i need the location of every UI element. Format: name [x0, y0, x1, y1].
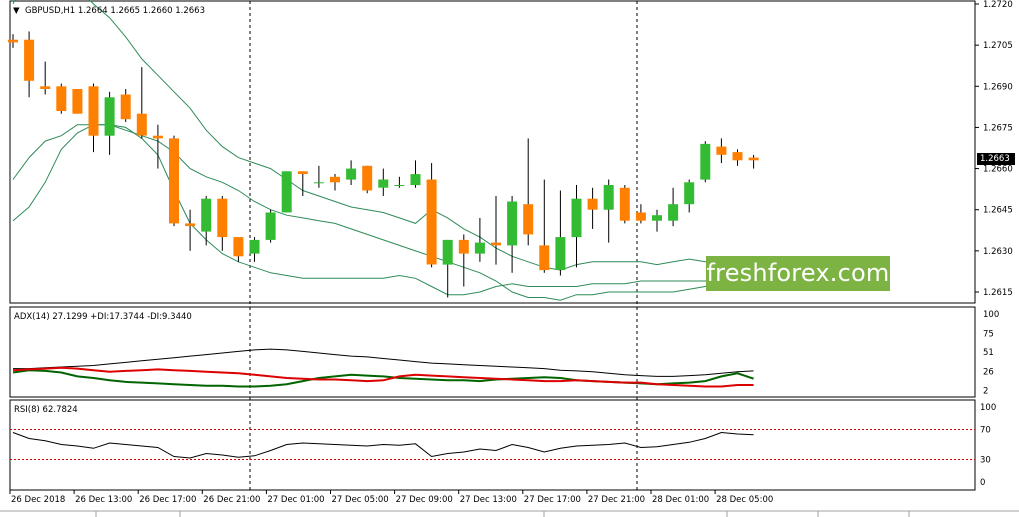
candle-body	[233, 237, 244, 257]
candle-body	[394, 185, 405, 186]
price-axis-label: 1.2705	[983, 41, 1013, 51]
candle-body	[378, 179, 389, 188]
adx-header: ADX(14) 27.1299 +DI:17.3744 -DI:9.3440	[14, 312, 192, 322]
adx-axis-label: 51	[983, 348, 994, 358]
rsi-line	[12, 431, 754, 459]
price-axis-label: 1.2615	[983, 288, 1013, 298]
candle-body	[8, 39, 18, 43]
candle-body	[281, 171, 292, 213]
price-axis-label: 1.2660	[983, 165, 1013, 175]
candle-body	[201, 198, 212, 232]
bb-upper-line	[12, 0, 754, 271]
rsi-axis-label: 70	[980, 426, 991, 436]
time-axis-label: 26 Dec 17:00	[139, 495, 196, 505]
candle-body	[346, 168, 357, 180]
current-price-tag: 1.2663	[977, 153, 1015, 165]
time-axis-label: 27 Dec 01:00	[267, 495, 324, 505]
candle-body	[56, 86, 67, 111]
candle-body	[491, 242, 501, 246]
time-axis-label: 28 Dec 01:00	[652, 495, 709, 505]
candle-body	[635, 212, 646, 221]
candle-body	[297, 171, 308, 174]
candle-body	[700, 143, 711, 180]
candle-body	[169, 138, 179, 224]
candle-body	[152, 135, 163, 139]
time-axis-label: 26 Dec 2018	[11, 495, 65, 505]
time-axis-label: 27 Dec 17:00	[524, 495, 581, 505]
candle-body	[732, 152, 743, 161]
rsi-panel[interactable]	[9, 399, 976, 491]
time-axis-label: 26 Dec 21:00	[203, 495, 260, 505]
candle-body	[40, 86, 51, 89]
watermark-box	[706, 256, 890, 291]
bb-middle-line	[12, 124, 754, 301]
candle-body	[185, 223, 196, 227]
candle-body	[24, 39, 35, 81]
candle-body	[571, 198, 582, 238]
candle-body	[474, 242, 485, 254]
time-axis-label: 27 Dec 13:00	[460, 495, 517, 505]
candle-body	[442, 239, 453, 265]
candle-body	[668, 204, 679, 221]
rsi-header: RSI(8) 62.7824	[14, 405, 78, 415]
rsi-axis-label: 30	[980, 456, 991, 466]
price-axis-label: 1.2690	[983, 82, 1013, 92]
candle-body	[362, 165, 373, 191]
watermark-text: freshforex.com	[706, 259, 890, 287]
rsi-axis-label: 0	[980, 478, 985, 488]
candle-body	[523, 204, 534, 235]
candle-body	[410, 174, 421, 186]
adx-axis-label: 2	[983, 386, 988, 396]
candle-body	[684, 182, 695, 205]
candle-body	[458, 239, 469, 254]
price-axis-label: 1.2720	[983, 0, 1013, 10]
adx-panel[interactable]	[9, 306, 976, 398]
candle-body	[426, 179, 437, 265]
candle-body	[539, 245, 550, 271]
candle-body	[120, 94, 131, 120]
candle-body	[217, 198, 228, 238]
time-axis-label: 27 Dec 05:00	[332, 495, 389, 505]
candle-body	[603, 185, 614, 210]
price-axis-label: 1.2645	[983, 206, 1013, 216]
chart-menu-icon[interactable]: ▼	[13, 6, 20, 16]
candle-body	[330, 176, 340, 183]
bb-lower-line	[12, 124, 754, 296]
candle-body	[136, 113, 147, 136]
minus-di-line	[12, 366, 754, 388]
candle-body	[72, 89, 83, 114]
candle-body	[587, 198, 598, 210]
symbol-header: GBPUSD,H1 1.2664 1.2665 1.2660 1.2663	[25, 6, 205, 16]
candle-body	[104, 97, 115, 136]
adx-axis-label: 100	[983, 310, 999, 320]
adx-line	[13, 348, 754, 377]
candle-body	[716, 146, 727, 155]
candle-body	[555, 237, 566, 270]
adx-axis-label: 75	[983, 330, 994, 340]
candle-body	[748, 157, 759, 161]
candle-body	[507, 201, 518, 246]
candle-body	[88, 86, 99, 136]
price-axis-label: 1.2675	[983, 123, 1013, 133]
time-axis-label: 27 Dec 09:00	[396, 495, 453, 505]
time-axis-label: 26 Dec 13:00	[75, 495, 132, 505]
candle-body	[652, 215, 662, 221]
adx-axis-label: 26	[983, 368, 994, 378]
rsi-axis-label: 100	[980, 403, 996, 413]
candle-body	[619, 187, 630, 221]
candle-body	[313, 182, 324, 184]
candle-body	[265, 212, 276, 240]
price-axis-label: 1.2630	[983, 247, 1013, 257]
time-axis-label: 27 Dec 21:00	[588, 495, 645, 505]
time-axis-label: 28 Dec 05:00	[716, 495, 773, 505]
candle-body	[249, 239, 260, 254]
